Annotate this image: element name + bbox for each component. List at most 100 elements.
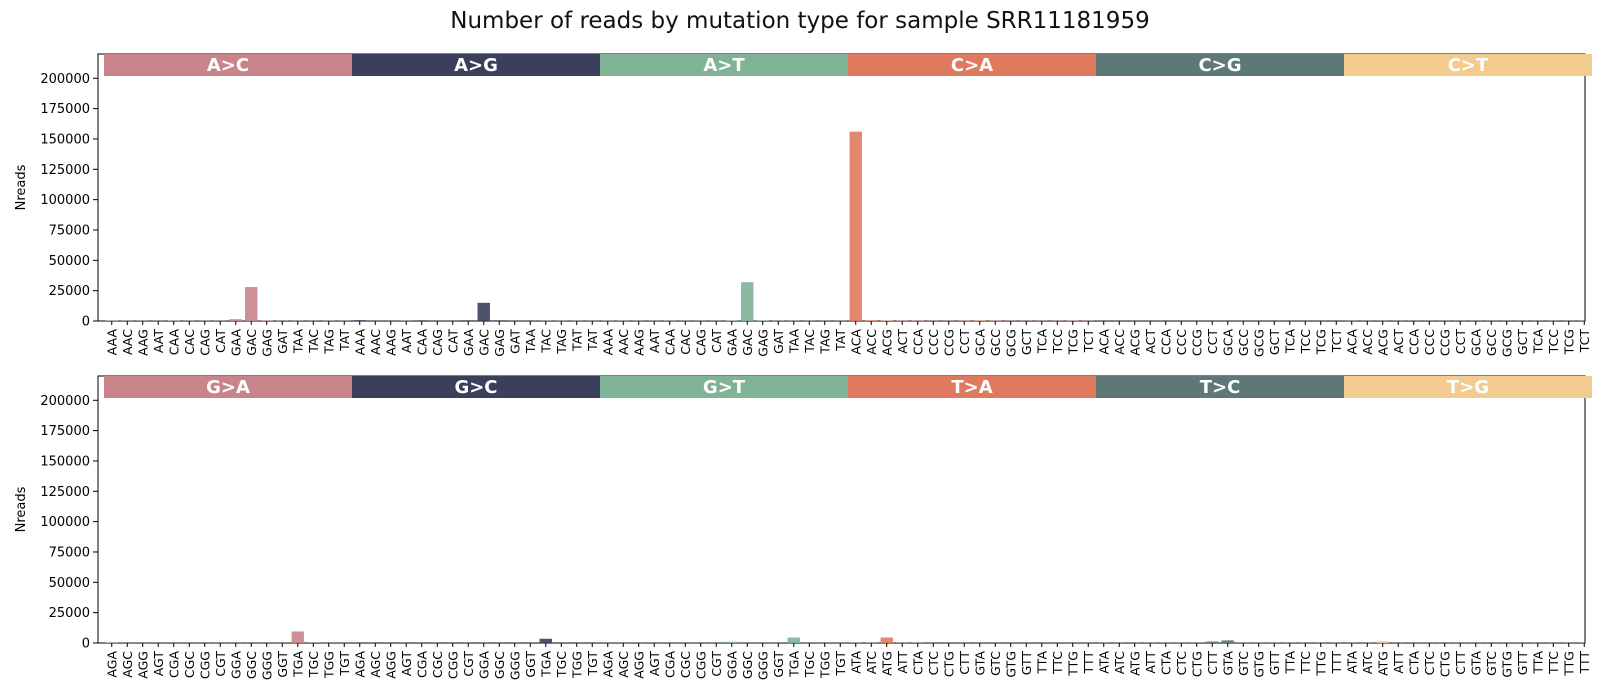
x-tick-label: ACC: [1112, 329, 1127, 355]
x-tick-label: CAT: [709, 329, 724, 353]
x-tick-label: GTG: [1003, 651, 1018, 678]
x-tick-label: TTA: [1034, 651, 1049, 675]
y-tick-label: 150000: [40, 454, 90, 469]
y-tick-label: 175000: [40, 102, 90, 117]
x-tick-label: ATC: [864, 651, 879, 674]
x-tick-label: CTG: [941, 651, 956, 677]
mutation-type-band: [352, 376, 600, 398]
x-tick-label: AGG: [135, 651, 150, 679]
x-tick-label: GGG: [507, 651, 522, 680]
bar: [539, 638, 552, 643]
x-tick-label: CCT: [1205, 329, 1220, 354]
x-tick-label: CAG: [197, 329, 212, 356]
x-tick-label: ACT: [895, 329, 910, 354]
x-tick-label: ATT: [1143, 651, 1158, 674]
x-tick-label: GAA: [228, 329, 243, 357]
x-tick-label: TGT: [337, 651, 352, 677]
x-tick-label: AAA: [352, 329, 367, 356]
bar: [229, 319, 242, 321]
x-tick-label: TTA: [1530, 651, 1545, 675]
x-tick-label: TGT: [833, 651, 848, 677]
x-tick-label: GGT: [275, 651, 290, 678]
mutation-type-band: [1344, 54, 1592, 76]
x-tick-label: GGC: [244, 651, 259, 679]
x-tick-label: AGC: [616, 651, 631, 678]
x-tick-label: TTC: [1298, 651, 1313, 675]
x-tick-label: ATG: [879, 651, 894, 676]
x-tick-label: ACG: [879, 329, 894, 356]
x-tick-label: GAT: [507, 329, 522, 354]
y-tick-label: 50000: [49, 576, 90, 591]
x-tick-label: ACC: [864, 329, 879, 355]
x-tick-label: AGA: [104, 651, 119, 678]
x-tick-label: CGT: [709, 651, 724, 677]
x-tick-label: AAT: [647, 329, 662, 353]
x-tick-label: GTA: [972, 651, 987, 676]
x-tick-label: AGA: [600, 651, 615, 678]
plot-frame: [97, 53, 1586, 322]
x-tick-label: TGA: [290, 651, 305, 678]
x-tick-label: TAT: [569, 329, 584, 352]
bar: [725, 641, 738, 643]
x-tick-label: TTC: [1546, 651, 1561, 675]
mutation-type-band: [104, 376, 352, 398]
x-tick-label: CTA: [910, 651, 925, 675]
x-tick-label: CCC: [1422, 329, 1437, 355]
x-tick-label: AGC: [368, 651, 383, 678]
x-tick-label: TAC: [306, 329, 321, 354]
x-tick-label: ATT: [1391, 651, 1406, 674]
x-tick-label: GCC: [988, 329, 1003, 356]
x-tick-label: ACA: [848, 329, 863, 355]
mutation-type-band: [600, 376, 848, 398]
x-tick-label: AAA: [104, 329, 119, 356]
x-tick-label: CAA: [414, 329, 429, 356]
y-tick-label: 100000: [40, 515, 90, 530]
y-tick-label: 75000: [49, 223, 90, 238]
y-tick-label: 125000: [40, 163, 90, 178]
x-tick-label: TAC: [802, 329, 817, 354]
x-tick-label: TTA: [1282, 651, 1297, 675]
mutation-type-label: A>T: [703, 55, 745, 76]
bar: [508, 320, 521, 321]
x-tick-label: GGC: [492, 651, 507, 679]
x-tick-label: GCT: [1267, 329, 1282, 355]
x-tick-label: TGC: [802, 651, 817, 678]
bar: [369, 320, 382, 321]
x-tick-label: AAG: [135, 329, 150, 356]
x-tick-label: ACG: [1127, 329, 1142, 356]
x-tick-label: CCG: [1437, 329, 1452, 356]
x-tick-label: GAC: [244, 329, 259, 356]
x-tick-label: TAG: [554, 329, 569, 355]
x-tick-label: GGT: [771, 651, 786, 678]
x-tick-label: CCA: [1158, 329, 1173, 355]
x-tick-label: CGC: [430, 651, 445, 678]
x-tick-label: CTA: [1158, 651, 1173, 675]
mutation-type-label: C>G: [1198, 55, 1241, 76]
x-tick-label: GGC: [740, 651, 755, 679]
bar: [880, 637, 893, 643]
bar: [1206, 641, 1219, 643]
mutation-type-band: [1344, 376, 1592, 398]
x-tick-label: TGC: [554, 651, 569, 678]
x-tick-label: GCT: [1515, 329, 1530, 355]
mutation-type-label: G>T: [703, 377, 746, 398]
x-tick-label: ATG: [1127, 651, 1142, 676]
bar: [431, 320, 444, 321]
x-tick-label: TGA: [538, 651, 553, 678]
x-tick-label: TCG: [1561, 329, 1576, 355]
x-tick-label: TTT: [1329, 651, 1344, 675]
x-tick-label: CGG: [693, 651, 708, 679]
x-tick-label: GCG: [1251, 329, 1266, 357]
x-tick-label: ATA: [1344, 651, 1359, 674]
y-tick-label: 200000: [40, 394, 90, 409]
x-tick-label: CAT: [213, 329, 228, 353]
x-tick-label: AGA: [352, 651, 367, 678]
y-tick-label: 0: [82, 315, 90, 330]
y-tick-label: 100000: [40, 193, 90, 208]
x-tick-label: ATC: [1360, 651, 1375, 674]
plot-frame: [97, 375, 1586, 644]
x-tick-label: GTT: [1267, 651, 1282, 676]
x-tick-label: CAG: [693, 329, 708, 356]
x-tick-label: TGT: [585, 651, 600, 677]
y-tick-label: 50000: [49, 254, 90, 269]
